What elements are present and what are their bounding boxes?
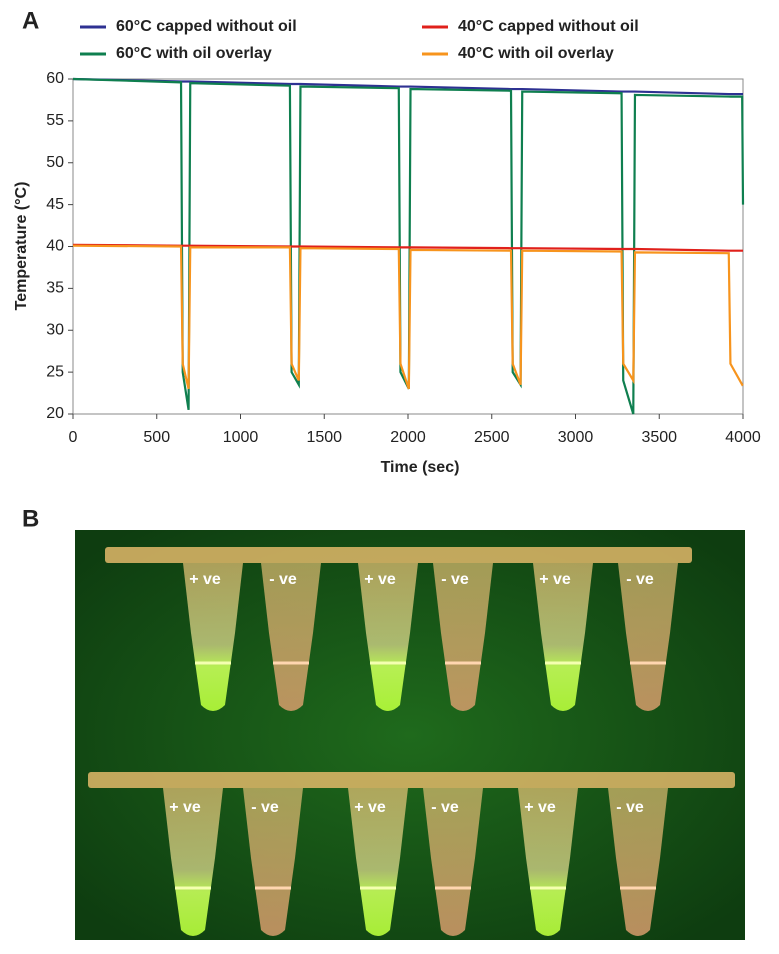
tube <box>618 563 678 711</box>
tube-label: + ve <box>169 799 201 816</box>
tube <box>243 788 303 936</box>
tube-label: - ve <box>431 799 459 816</box>
y-tick-label: 55 <box>46 112 64 129</box>
tube-label: + ve <box>189 571 221 588</box>
tube-label: + ve <box>524 799 556 816</box>
tube-label: + ve <box>364 571 396 588</box>
tube <box>433 563 493 711</box>
tube-strip <box>88 772 735 788</box>
tube-label: + ve <box>354 799 386 816</box>
series-line <box>72 243 743 252</box>
x-tick-label: 500 <box>143 429 170 446</box>
tube <box>261 563 321 711</box>
tube-label: - ve <box>251 799 279 816</box>
legend-label: 40°C capped without oil <box>458 18 639 35</box>
x-tick-label: 4000 <box>725 429 761 446</box>
y-tick-label: 35 <box>46 280 64 297</box>
panel-label: B <box>22 505 39 532</box>
tube <box>423 788 483 936</box>
y-tick-label: 25 <box>46 363 64 380</box>
tube-label: - ve <box>441 571 469 588</box>
tube <box>533 563 593 711</box>
tube-label: - ve <box>626 571 654 588</box>
x-tick-label: 3000 <box>558 429 594 446</box>
tube <box>183 563 243 711</box>
tube-label: - ve <box>616 799 644 816</box>
x-tick-label: 2000 <box>390 429 426 446</box>
y-tick-label: 50 <box>46 154 64 171</box>
x-tick-label: 1000 <box>223 429 259 446</box>
tube <box>608 788 668 936</box>
x-tick-label: 2500 <box>474 429 510 446</box>
y-tick-label: 20 <box>46 405 64 422</box>
legend-label: 60°C with oil overlay <box>116 45 272 62</box>
x-tick-label: 0 <box>69 429 78 446</box>
chart: 20 25 30 35 40 45 50 55 60 0 500 1000 1500 2000 2500 30… <box>46 18 761 446</box>
series-line <box>72 77 743 96</box>
photo-tubes: + ve - ve + ve - ve + ve - ve + ve - ve + ve - ve… <box>88 547 735 936</box>
panel-label: A <box>22 7 39 34</box>
tube <box>163 788 223 936</box>
series-line <box>72 244 744 390</box>
legend-label: 40°C with oil overlay <box>458 45 614 62</box>
y-tick-label: 40 <box>46 238 64 255</box>
tube <box>348 788 408 936</box>
x-tick-label: 3500 <box>641 429 677 446</box>
tube-strip <box>105 547 692 563</box>
series-line <box>72 77 745 415</box>
y-axis-label: Temperature (°C) <box>13 182 30 311</box>
x-axis-label: Time (sec) <box>381 459 460 476</box>
tube-label: + ve <box>539 571 571 588</box>
legend-label: 60°C capped without oil <box>116 18 297 35</box>
x-tick-label: 1500 <box>306 429 342 446</box>
y-tick-label: 60 <box>46 70 64 87</box>
tube-label: - ve <box>269 571 297 588</box>
tube <box>358 563 418 711</box>
tube <box>518 788 578 936</box>
y-tick-label: 30 <box>46 321 64 338</box>
y-tick-label: 45 <box>46 196 64 213</box>
